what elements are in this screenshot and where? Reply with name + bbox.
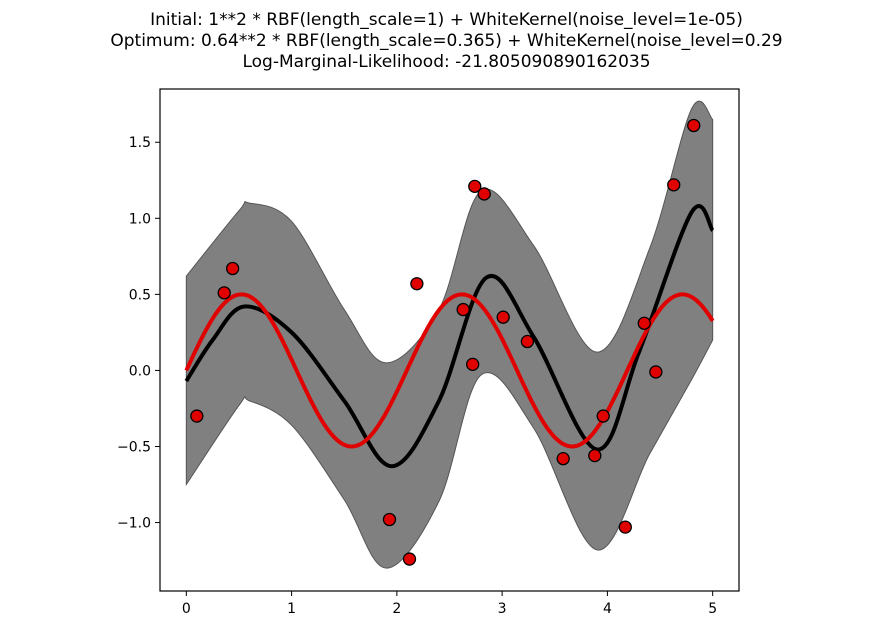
x-tick-label: 3 [498, 601, 507, 617]
data-point [520, 334, 535, 349]
data-point [618, 520, 632, 534]
x-tick-label: 4 [603, 601, 612, 617]
x-tick-label: 2 [392, 601, 401, 617]
data-point [687, 118, 701, 133]
y-tick-label: 1.5 [129, 135, 151, 151]
data-point [637, 316, 651, 330]
data-point [649, 365, 663, 379]
x-tick-label: 1 [287, 601, 296, 617]
data-point [190, 409, 204, 423]
y-tick-label: 1.0 [129, 211, 151, 227]
chart-title-initial: Initial: 1**2 * RBF(length_scale=1) + Wh… [150, 10, 743, 30]
data-point [466, 357, 480, 371]
data-point [596, 409, 610, 423]
chart-title-likelihood: Log-Marginal-Likelihood: -21.80509089016… [242, 52, 651, 72]
data-point [496, 310, 510, 324]
y-tick-label: −1.0 [117, 516, 151, 532]
x-tick-label: 0 [182, 601, 191, 617]
true-function-line [184, 292, 715, 449]
data-point [382, 512, 397, 527]
data-point [588, 448, 602, 463]
data-point [225, 261, 240, 276]
y-tick-label: −0.5 [117, 439, 151, 455]
chart-title-optimum: Optimum: 0.64**2 * RBF(length_scale=0.36… [110, 31, 783, 51]
y-tick-label: 0.0 [129, 363, 151, 379]
data-point [667, 178, 681, 192]
data-point [217, 286, 231, 300]
y-tick-label: 0.5 [129, 287, 151, 303]
x-tick-label: 5 [708, 601, 717, 617]
plot-frame [159, 88, 740, 592]
data-point [556, 451, 570, 466]
confidence-band [185, 100, 714, 569]
data-point [410, 277, 424, 291]
data-point [402, 552, 417, 566]
data-point [468, 179, 482, 194]
data-point [456, 302, 470, 317]
data-point [477, 187, 491, 201]
